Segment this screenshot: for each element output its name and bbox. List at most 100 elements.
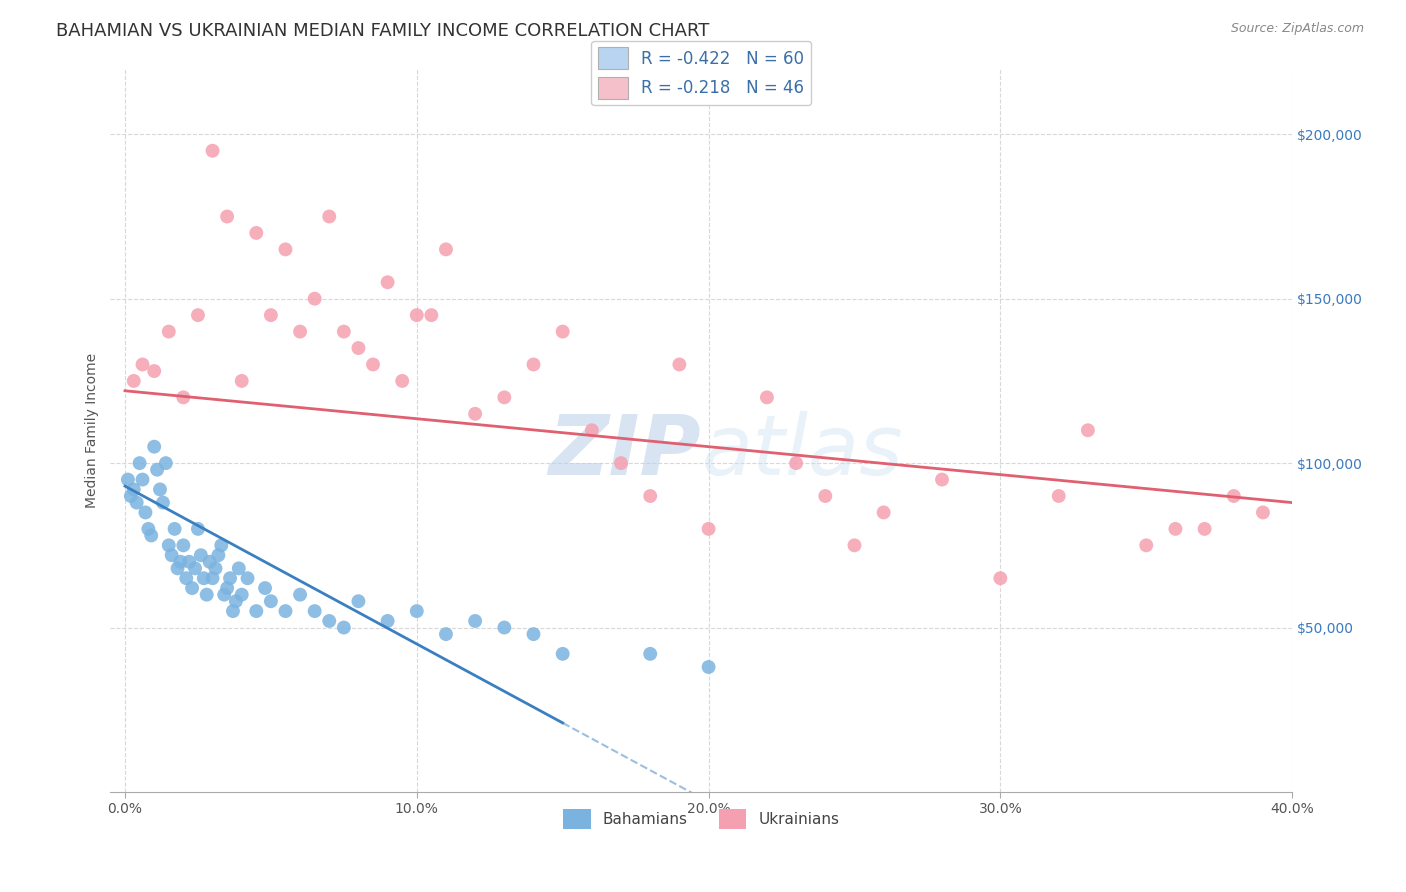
Point (122, 374, 145, 388)
Point (181, 581, 204, 595)
Point (1164, 522, 1187, 536)
Point (120, 489, 142, 503)
Point (274, 604, 297, 618)
Text: ZIP: ZIP (548, 411, 702, 492)
Point (225, 594, 247, 608)
Point (172, 538, 194, 552)
Point (551, 647, 574, 661)
Point (288, 588, 311, 602)
Point (143, 440, 166, 454)
Point (204, 561, 226, 575)
Point (149, 483, 172, 497)
Point (163, 522, 186, 536)
Point (143, 364, 166, 378)
Point (122, 483, 145, 497)
Point (134, 505, 156, 519)
Point (1223, 489, 1246, 503)
Point (219, 571, 242, 585)
Point (405, 604, 427, 618)
Point (551, 325, 574, 339)
Point (131, 473, 153, 487)
Point (160, 548, 183, 562)
Point (377, 275, 399, 289)
Point (187, 522, 209, 536)
Point (260, 594, 283, 608)
Point (141, 528, 163, 542)
Point (494, 621, 516, 635)
Point (131, 358, 153, 372)
Point (304, 604, 326, 618)
Point (464, 407, 486, 421)
Text: Source: ZipAtlas.com: Source: ZipAtlas.com (1230, 22, 1364, 36)
Point (638, 489, 661, 503)
Point (347, 594, 370, 608)
Point (638, 647, 661, 661)
Point (222, 604, 245, 618)
Point (179, 555, 201, 569)
Point (844, 538, 866, 552)
Point (304, 292, 326, 306)
Point (231, 374, 253, 388)
Point (231, 588, 253, 602)
Point (169, 555, 191, 569)
Point (494, 390, 516, 404)
Point (464, 614, 486, 628)
Point (333, 621, 356, 635)
Point (697, 522, 720, 536)
Point (1251, 505, 1274, 519)
Point (434, 627, 457, 641)
Point (209, 538, 232, 552)
Point (1047, 489, 1070, 503)
Point (522, 627, 544, 641)
Point (755, 390, 778, 404)
Point (187, 308, 209, 322)
Point (610, 456, 633, 470)
Point (1194, 522, 1216, 536)
Point (157, 325, 180, 339)
Point (157, 538, 180, 552)
Text: BAHAMIAN VS UKRAINIAN MEDIAN FAMILY INCOME CORRELATION CHART: BAHAMIAN VS UKRAINIAN MEDIAN FAMILY INCO… (56, 22, 710, 40)
Point (1077, 423, 1099, 437)
Point (166, 561, 188, 575)
Point (125, 495, 148, 509)
Point (668, 358, 690, 372)
Point (155, 456, 177, 470)
Point (128, 456, 150, 470)
Point (228, 561, 250, 575)
Point (872, 505, 894, 519)
Point (207, 548, 229, 562)
Point (201, 144, 224, 158)
Point (193, 571, 215, 585)
Point (318, 614, 340, 628)
Point (245, 604, 267, 618)
Point (361, 358, 384, 372)
Point (377, 614, 399, 628)
Point (581, 423, 603, 437)
Point (814, 489, 837, 503)
Point (184, 561, 207, 575)
Point (988, 571, 1011, 585)
Point (420, 308, 443, 322)
Point (152, 495, 174, 509)
Point (333, 325, 356, 339)
Point (931, 473, 953, 487)
Point (288, 325, 311, 339)
Point (254, 581, 277, 595)
Point (236, 571, 259, 585)
Point (190, 548, 212, 562)
Point (117, 473, 139, 487)
Point (785, 456, 807, 470)
Point (405, 308, 427, 322)
Point (522, 358, 544, 372)
Y-axis label: Median Family Income: Median Family Income (86, 352, 100, 508)
Text: atlas: atlas (702, 411, 903, 492)
Point (198, 555, 221, 569)
Point (260, 308, 283, 322)
Point (217, 210, 239, 224)
Point (347, 341, 370, 355)
Point (201, 571, 224, 585)
Point (174, 571, 197, 585)
Point (318, 210, 340, 224)
Point (217, 581, 239, 595)
Point (245, 226, 267, 240)
